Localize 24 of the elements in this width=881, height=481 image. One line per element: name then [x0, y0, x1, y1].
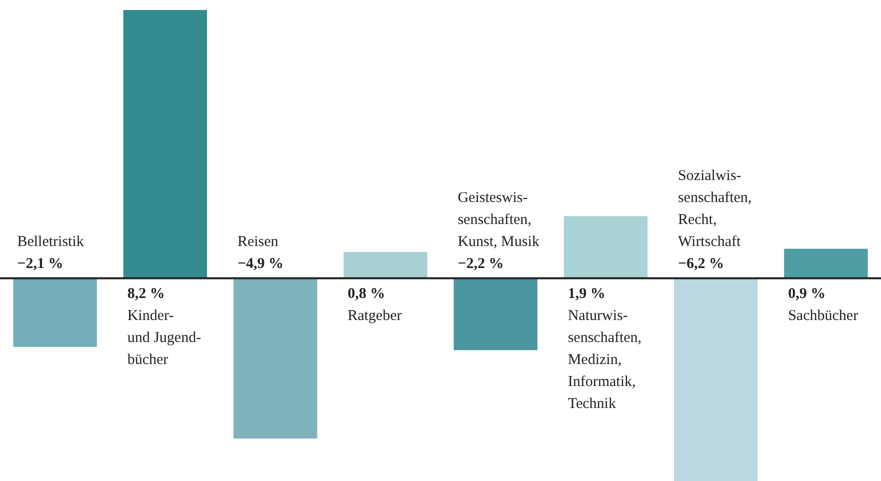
bar	[123, 10, 208, 278]
bar	[344, 252, 428, 278]
x-tick-label: Belletristik	[17, 234, 84, 250]
data-label: −2,1 %	[17, 256, 64, 272]
data-label: 1,9 %	[568, 286, 606, 302]
x-tick-label: Sachbücher	[788, 308, 858, 324]
x-tick-label: Geisteswis- senschaften, Kunst, Musik	[458, 190, 540, 250]
data-label: −4,9 %	[237, 256, 284, 272]
x-tick-label: Kinder- und Jugend- bücher	[127, 308, 202, 368]
x-tick-label: Reisen	[237, 234, 279, 250]
data-label: 0,9 %	[788, 286, 826, 302]
data-label: −2,2 %	[458, 256, 504, 272]
bar	[13, 278, 97, 347]
bar	[674, 278, 758, 481]
bar	[233, 278, 318, 438]
x-tick-label: Sozialwis- senschaften, Recht, Wirtschaft	[678, 168, 752, 250]
x-tick-label: Ratgeber	[348, 308, 402, 324]
bar	[454, 278, 538, 350]
x-tick-label: Naturwis- senschaften, Medizin, Informatik, Technik	[568, 308, 642, 412]
data-label: −6,2 %	[678, 256, 724, 272]
bar	[564, 216, 648, 278]
data-label: 8,2 %	[127, 286, 165, 302]
data-label: 0,8 %	[348, 286, 386, 302]
bar	[784, 248, 868, 278]
